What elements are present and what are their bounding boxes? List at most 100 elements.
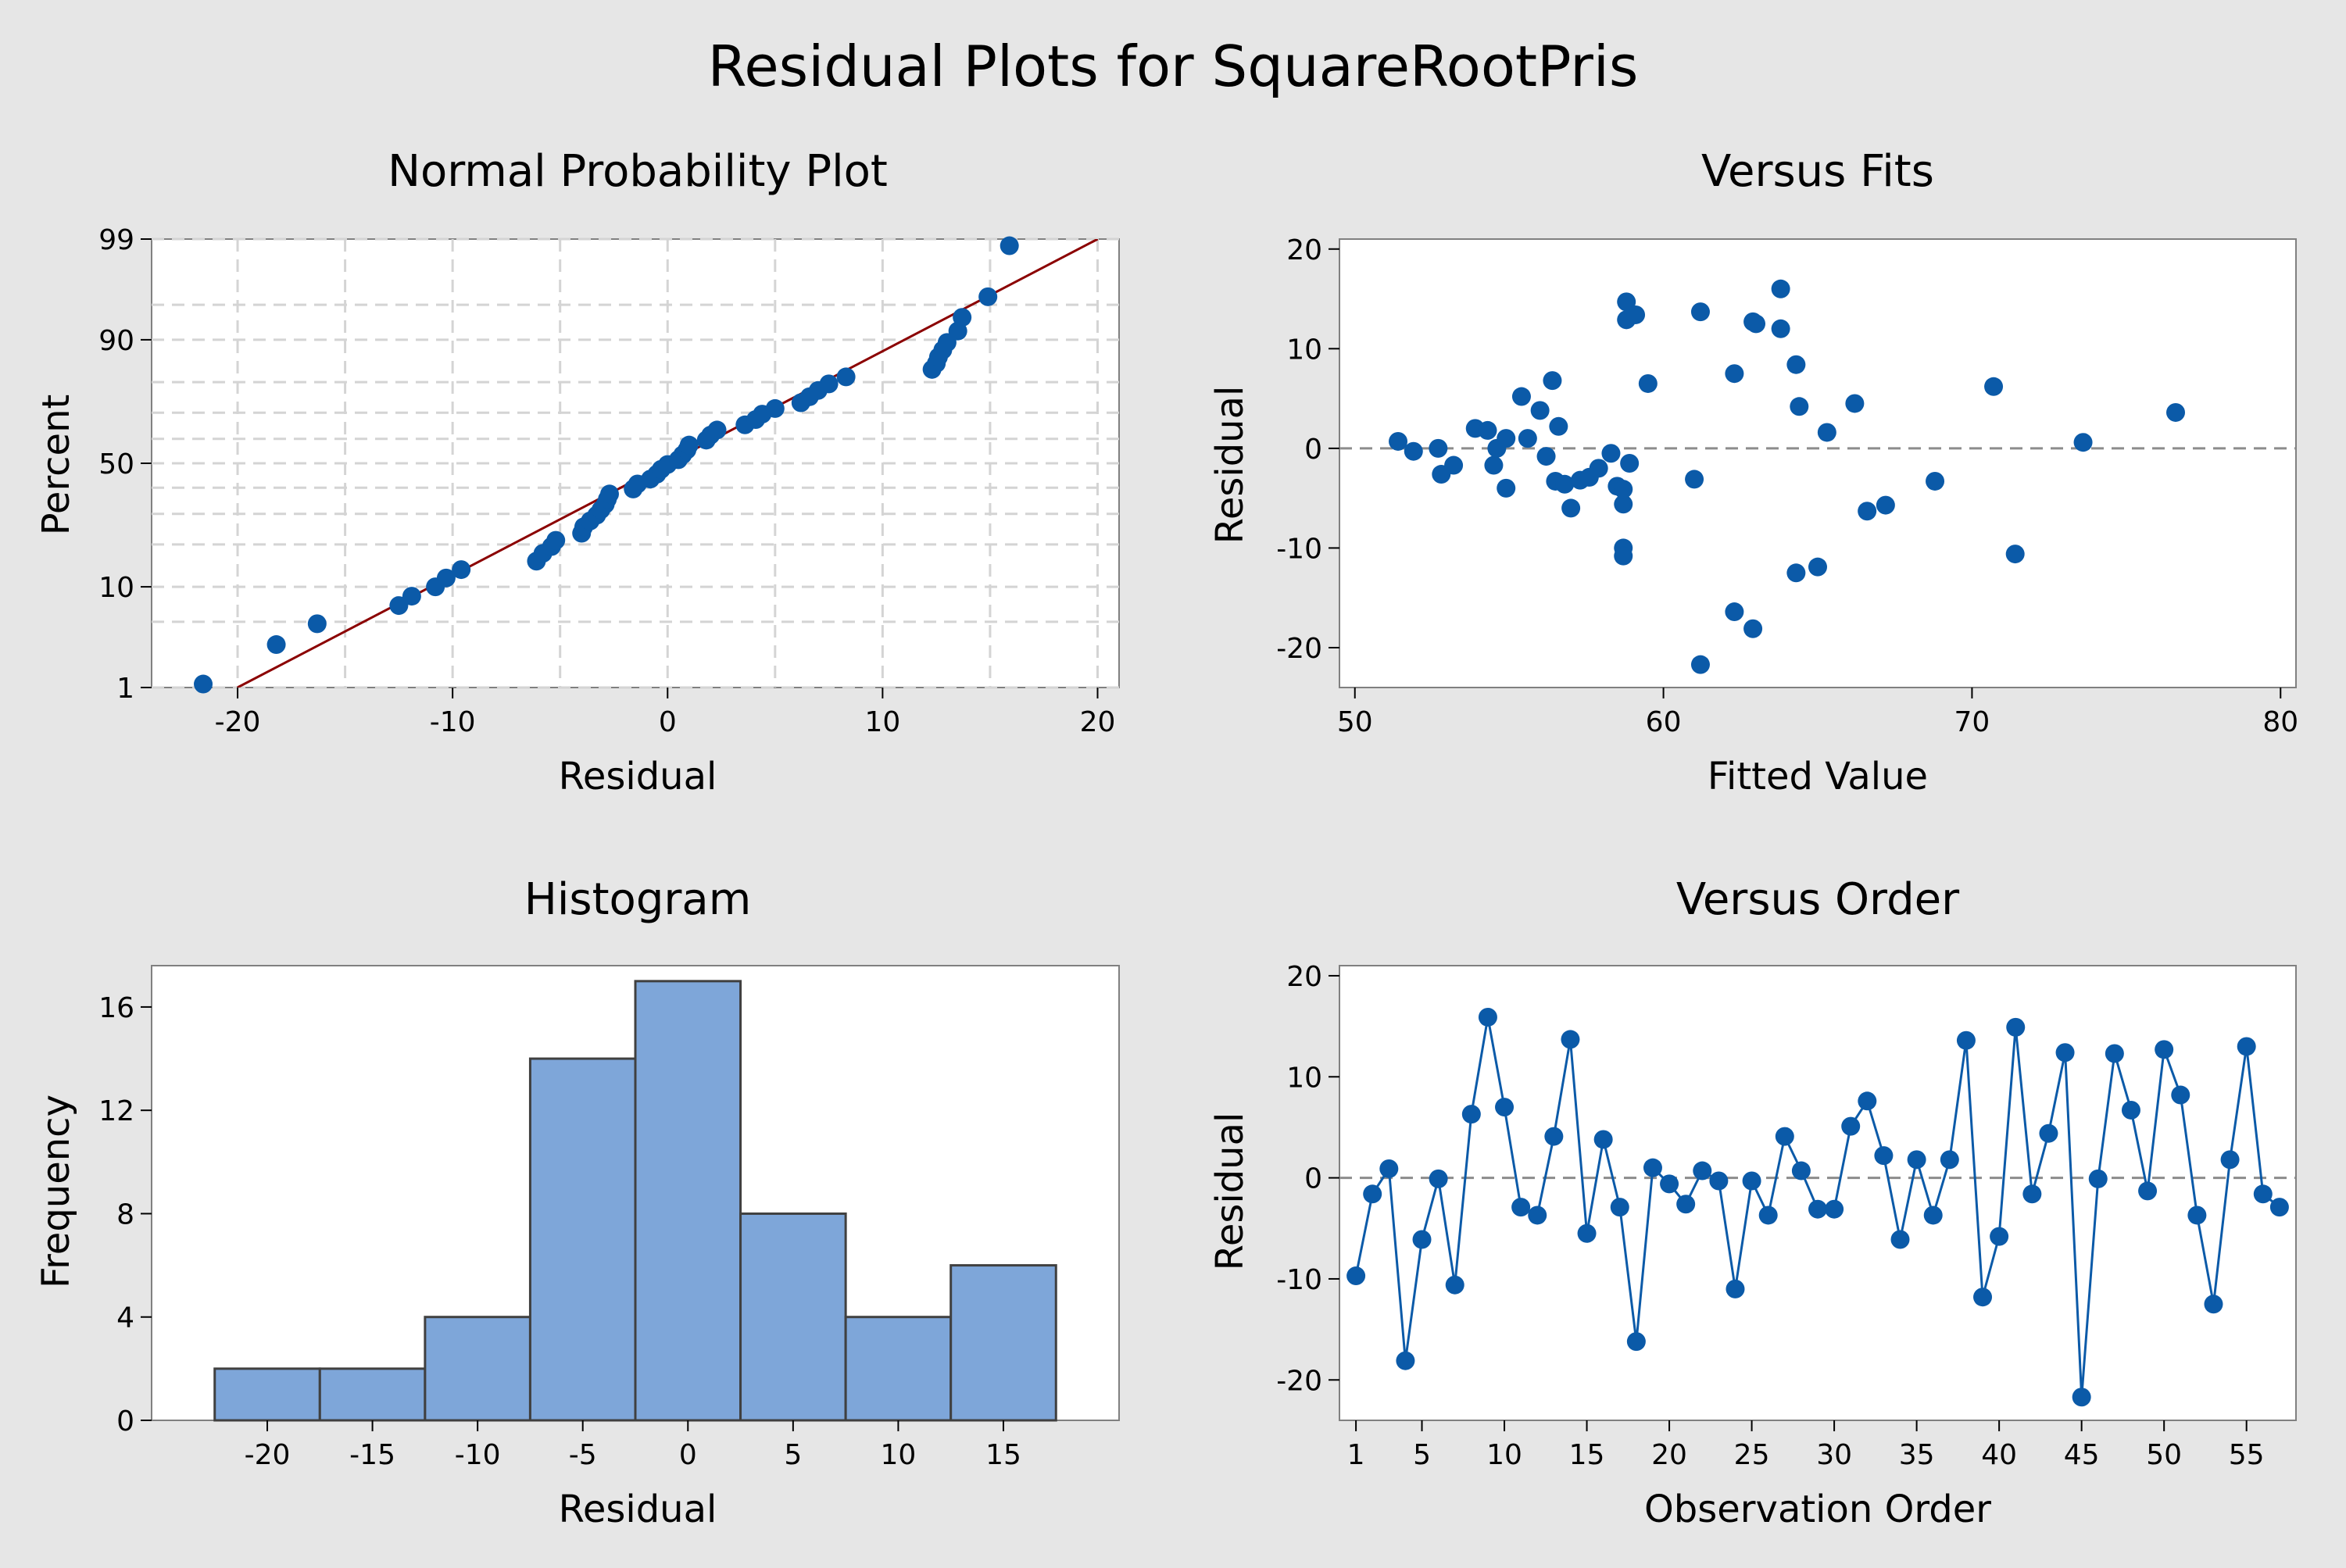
fits-point [1589, 459, 1608, 478]
order-xtick-label: 15 [1569, 1439, 1605, 1471]
hist-xlabel: Residual [559, 1488, 717, 1531]
hist-ylabel: Frequency [34, 1095, 78, 1288]
figure-title: Residual Plots for SquareRootPris [708, 34, 1639, 99]
order-point [1791, 1161, 1811, 1180]
fits-point [1617, 292, 1636, 312]
fits-point [1690, 655, 1710, 674]
hist-xtick-label: 0 [679, 1439, 697, 1471]
fits-point [1429, 438, 1448, 458]
fits-ylabel: Residual [1208, 386, 1252, 545]
fits-point [1518, 429, 1537, 448]
order-point [1890, 1230, 1910, 1249]
npp-ytick-label: 50 [98, 448, 134, 480]
order-point [2055, 1043, 2075, 1063]
npp-ylabel: Percent [34, 395, 78, 536]
fits-point [1389, 431, 1408, 451]
order-point [1742, 1171, 1761, 1191]
order-xtick-label: 25 [1734, 1439, 1770, 1471]
order-point [1956, 1030, 1976, 1050]
fits-point [1497, 429, 1516, 448]
order-point [2121, 1100, 2140, 1120]
hist-xtick-label: 5 [784, 1439, 802, 1471]
order-xtick-label: 55 [2229, 1439, 2265, 1471]
fits-point [1497, 478, 1516, 498]
order-point [1478, 1007, 1497, 1027]
hist-bar [949, 1264, 1057, 1422]
fits-point [1786, 563, 1806, 583]
order-point [1940, 1150, 1959, 1170]
fits-point [1926, 471, 1945, 491]
order-ytick-label: -10 [1276, 1264, 1322, 1296]
order-point [2220, 1150, 2240, 1170]
hist-xtick-label: 10 [881, 1439, 917, 1471]
fits-point [1530, 401, 1550, 420]
npp-xtick-label: -20 [215, 706, 261, 738]
fits-point [1771, 319, 1790, 338]
hist-ytick-label: 16 [98, 992, 134, 1024]
fits-point [1747, 314, 1766, 334]
fits-xtick-label: 80 [2262, 706, 2298, 738]
hist-xtick-label: -20 [245, 1439, 291, 1471]
hist-bar [634, 980, 742, 1422]
fits-xtick-label: 70 [1954, 706, 1990, 738]
order-xtick-label: 45 [2064, 1439, 2100, 1471]
order-point [1758, 1205, 1778, 1225]
npp-point [978, 287, 998, 306]
fits-point [1543, 371, 1562, 391]
fits-point [1601, 444, 1621, 463]
npp-xtick-label: -10 [430, 706, 476, 738]
fits-xtick-label: 60 [1646, 706, 1682, 738]
hist-title: Histogram [524, 874, 752, 925]
order-point [2269, 1198, 2289, 1217]
order-point [2072, 1388, 2091, 1407]
order-point [1461, 1105, 1481, 1124]
fits-point [1858, 502, 1877, 521]
fits-point [1790, 397, 1809, 416]
order-point [2022, 1184, 2042, 1204]
fits-point [2073, 433, 2093, 452]
fits-point [1725, 602, 1744, 622]
npp-point [266, 635, 286, 655]
fits-ytick-label: 0 [1304, 434, 1322, 466]
order-point [1693, 1161, 1712, 1180]
npp-point [546, 530, 566, 550]
order-xtick-label: 10 [1486, 1439, 1522, 1471]
fits-xtick-label: 50 [1337, 706, 1373, 738]
fits-point [1404, 441, 1423, 461]
order-point [1544, 1127, 1564, 1146]
order-ytick-label: 20 [1286, 961, 1322, 993]
order-point [2006, 1017, 2026, 1037]
hist-bar [739, 1212, 847, 1422]
fits-point [1561, 498, 1581, 518]
order-xtick-label: 30 [1816, 1439, 1852, 1471]
npp-point [1000, 236, 1019, 255]
npp-point [436, 568, 456, 588]
order-point [1511, 1198, 1531, 1217]
npp-xtick-label: 10 [864, 706, 900, 738]
order-ylabel: Residual [1208, 1113, 1252, 1271]
order-point [2187, 1205, 2207, 1225]
order-point [1874, 1146, 1894, 1166]
order-point [1561, 1030, 1580, 1049]
npp-point [836, 367, 856, 387]
order-point [1858, 1091, 1877, 1111]
fits-title: Versus Fits [1701, 146, 1934, 197]
order-point [1660, 1174, 1679, 1194]
fits-ytick-label: -20 [1276, 633, 1322, 665]
versus-order-plot: Versus Order Observation Order Residual … [1208, 874, 2297, 1531]
histogram-plot: Histogram Residual Frequency -20 -15 -10 -5… [34, 874, 1120, 1531]
fits-point [1614, 546, 1633, 566]
npp-ytick-label: 1 [116, 673, 134, 705]
order-point [2171, 1085, 2190, 1105]
order-point [2138, 1181, 2158, 1201]
versus-fits-plot: Versus Fits Fitted Value Residual 50 60 70… [1208, 146, 2298, 798]
order-point [1808, 1199, 1827, 1219]
order-point [2204, 1295, 2223, 1314]
npp-point [194, 674, 213, 694]
order-point [2253, 1184, 2273, 1204]
fits-point [1876, 495, 1895, 515]
hist-ytick-label: 0 [116, 1405, 134, 1438]
npp-title: Normal Probability Plot [388, 146, 888, 197]
npp-ytick-label: 99 [98, 224, 134, 256]
